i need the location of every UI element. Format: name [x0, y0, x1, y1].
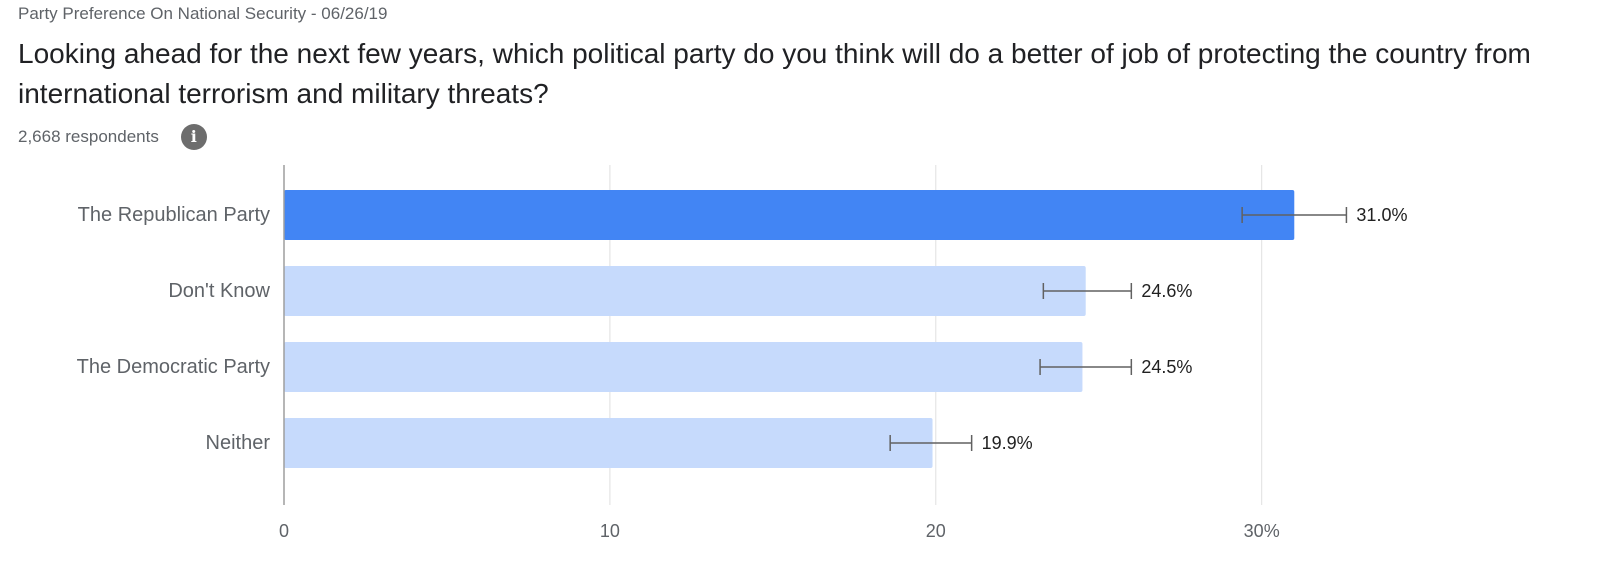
- data-label: 31.0%: [1356, 205, 1407, 225]
- category-label: The Democratic Party: [77, 356, 270, 378]
- respondents-count: 2,668 respondents: [18, 127, 159, 146]
- bar: [284, 266, 1086, 316]
- chart-eyebrow: Party Preference On National Security - …: [18, 4, 388, 23]
- category-label: Don't Know: [168, 280, 270, 302]
- bar: [284, 418, 933, 468]
- chart-question: Looking ahead for the next few years, wh…: [18, 38, 1531, 109]
- bar: [284, 190, 1295, 240]
- data-label: 19.9%: [982, 433, 1033, 453]
- bar: [284, 342, 1083, 392]
- category-label: The Republican Party: [78, 204, 270, 226]
- respondents-row: 2,668 respondents i: [18, 124, 207, 150]
- x-tick-label: 0: [279, 521, 289, 541]
- x-tick-label: 10: [600, 521, 620, 541]
- x-tick-label: 30%: [1244, 521, 1280, 541]
- data-label: 24.6%: [1141, 281, 1192, 301]
- info-icon[interactable]: i: [180, 124, 207, 150]
- category-label: Neither: [206, 432, 271, 454]
- x-tick-label: 20: [926, 521, 946, 541]
- data-label: 24.5%: [1141, 357, 1192, 377]
